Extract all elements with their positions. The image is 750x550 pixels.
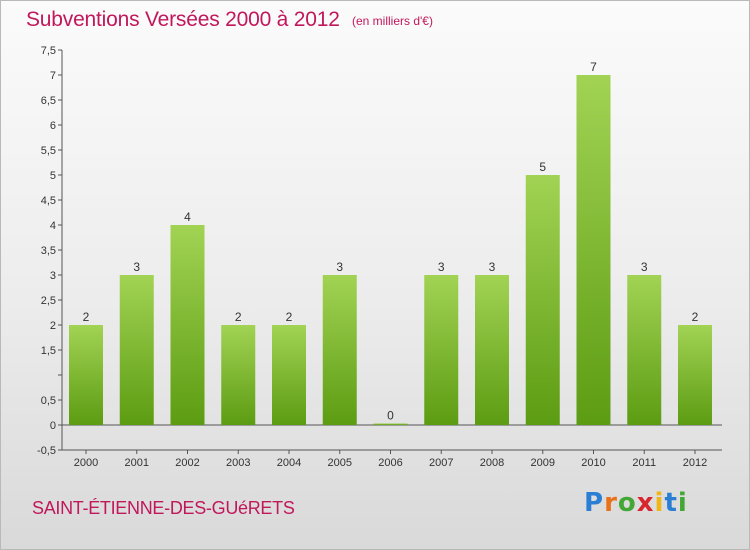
value-label-2006: 0: [387, 409, 394, 423]
y-tick-label: 5: [50, 170, 56, 182]
x-tick-label-2003: 2003: [226, 457, 250, 469]
x-tick-label-2000: 2000: [74, 457, 98, 469]
bar-2010: [576, 75, 611, 425]
x-tick-label-2010: 2010: [581, 457, 605, 469]
y-tick-label: 7,5: [41, 45, 56, 57]
y-tick-label: 7: [50, 70, 56, 82]
value-label-2002: 4: [184, 210, 191, 224]
x-tick-label-2004: 2004: [277, 457, 301, 469]
bar-2000: [69, 325, 103, 425]
bar-2006: [373, 423, 408, 425]
x-tick-label-2002: 2002: [175, 457, 199, 469]
x-tick-label-2011: 2011: [632, 457, 656, 469]
y-tick-label: 4: [50, 220, 56, 232]
bar-2004: [272, 325, 306, 425]
value-label-2012: 2: [692, 310, 699, 324]
place-name: SAINT-ÉTIENNE-DES-GUéRETS: [32, 498, 295, 518]
logo-letter: P: [584, 488, 605, 518]
bar-2009: [525, 175, 560, 425]
value-label-2007: 3: [438, 260, 445, 274]
y-tick-label: 6,5: [41, 95, 56, 107]
logo-letter: i: [677, 488, 688, 518]
x-tick-label-2001: 2001: [125, 457, 149, 469]
bar-2003: [221, 325, 256, 425]
bar-2007: [424, 275, 459, 425]
y-tick-label: 4,5: [41, 195, 56, 207]
value-label-2011: 3: [641, 260, 648, 274]
x-tick-label-2012: 2012: [683, 457, 707, 469]
x-tick-label-2009: 2009: [531, 457, 555, 469]
bar-2008: [475, 275, 509, 425]
y-tick-label: 0,5: [41, 395, 56, 407]
y-tick-label: 3,5: [41, 245, 56, 257]
y-tick-label: 3: [50, 270, 56, 282]
bar-2002: [170, 225, 205, 425]
bar-2001: [119, 275, 154, 425]
chart-subtitle: (en milliers d'€): [352, 14, 433, 28]
y-tick-label: 2,5: [41, 295, 56, 307]
y-tick-label: 5,5: [41, 145, 56, 157]
logo-letter: t: [664, 488, 678, 518]
logo-letter: i: [654, 488, 665, 518]
x-tick-label-2007: 2007: [429, 457, 453, 469]
value-label-2008: 3: [489, 260, 496, 274]
value-label-2004: 2: [286, 310, 293, 324]
bar-2011: [627, 275, 662, 425]
chart-title: Subventions Versées 2000 à 2012: [26, 8, 340, 31]
value-label-2010: 7: [590, 60, 597, 74]
x-tick-label-2008: 2008: [480, 457, 504, 469]
y-tick-label: 1,5: [41, 345, 56, 357]
bar-2012: [678, 325, 712, 425]
y-tick-label: 0: [50, 420, 56, 432]
y-tick-label: 6: [50, 120, 56, 132]
x-tick-label-2005: 2005: [328, 457, 352, 469]
bar-2005: [322, 275, 357, 425]
proxiti-logo: Proxiti: [584, 488, 688, 518]
logo-letter: r: [604, 488, 618, 518]
value-label-2001: 3: [133, 260, 140, 274]
logo-letter: x: [636, 488, 655, 518]
value-label-2000: 2: [83, 310, 90, 324]
value-label-2003: 2: [235, 310, 242, 324]
value-label-2009: 5: [539, 160, 546, 174]
value-label-2005: 3: [336, 260, 343, 274]
y-tick-label: 2: [50, 320, 56, 332]
x-tick-label-2006: 2006: [378, 457, 402, 469]
logo-letter: o: [617, 488, 637, 518]
y-tick-label: -0,5: [37, 445, 56, 457]
